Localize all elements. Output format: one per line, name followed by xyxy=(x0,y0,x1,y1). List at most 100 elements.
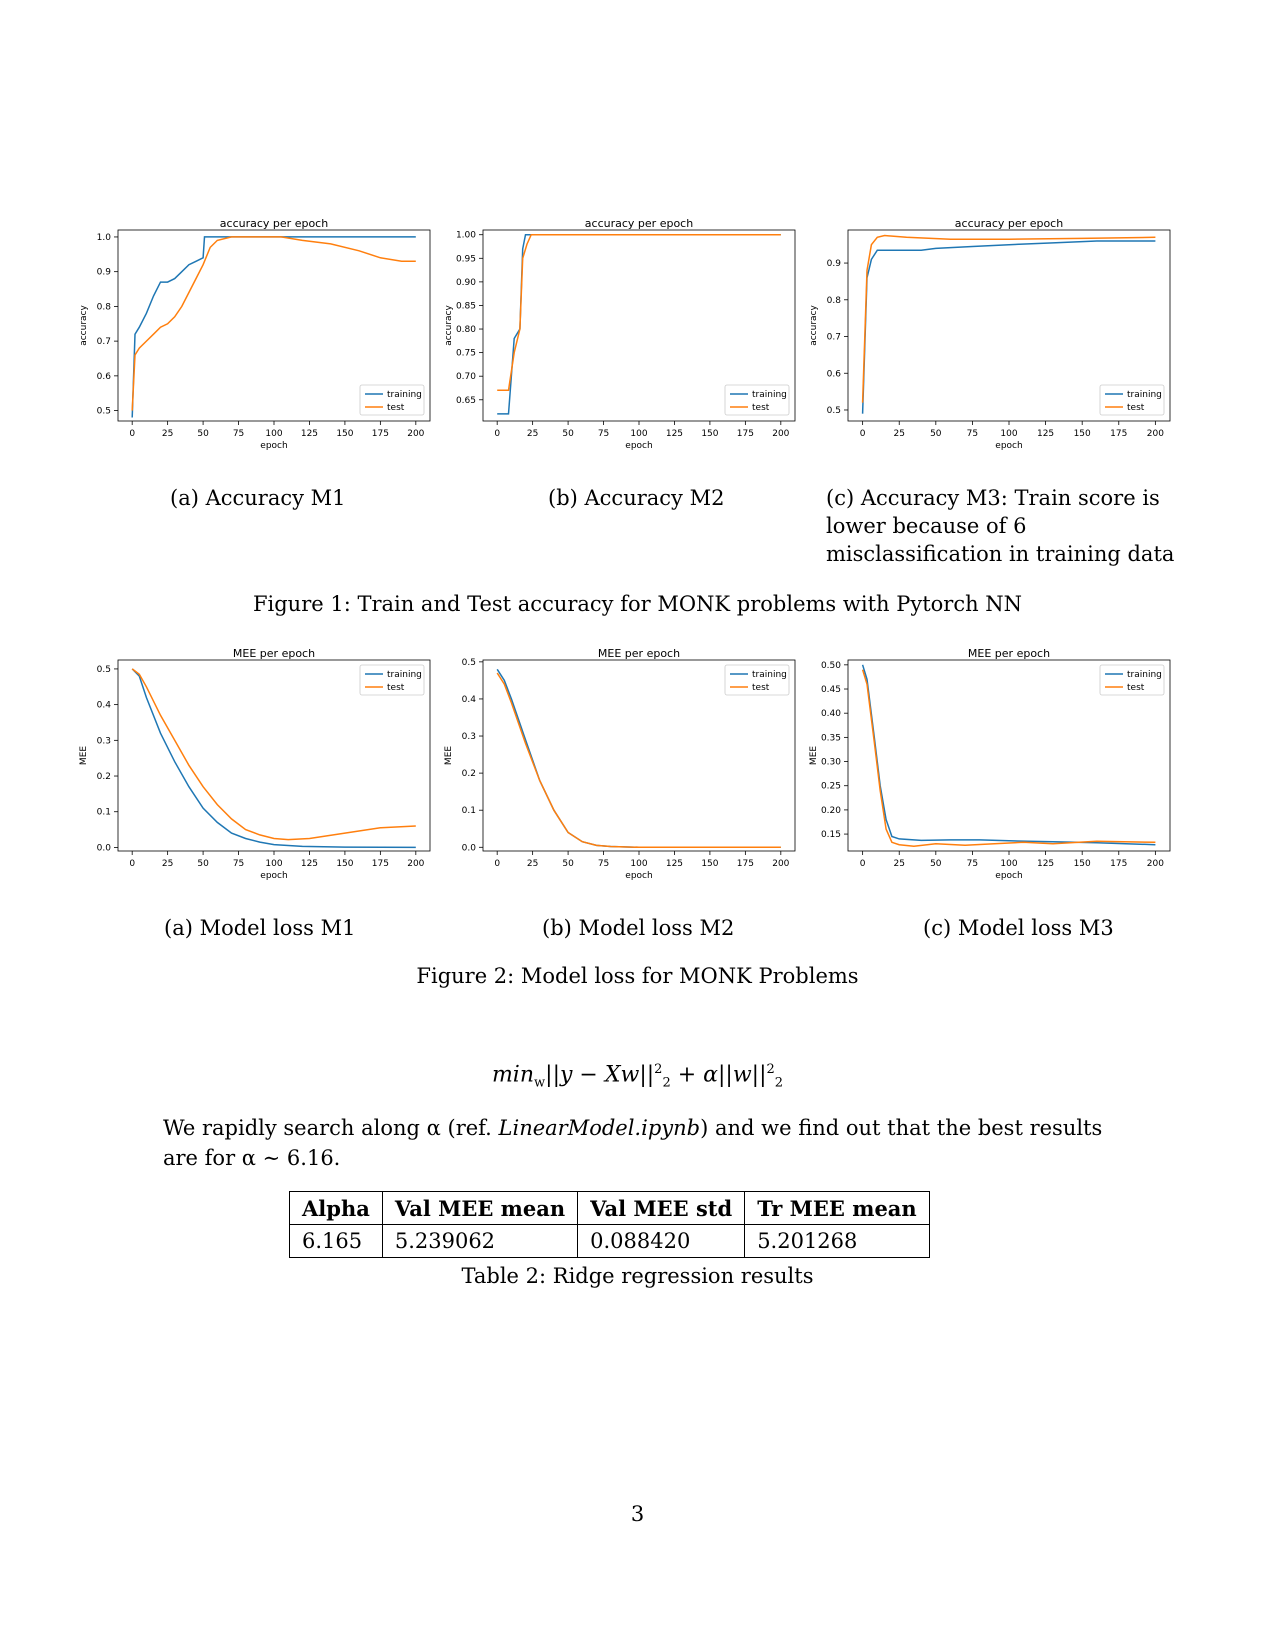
table-header-cell: Val MEE mean xyxy=(381,1191,579,1225)
x-tick-label: 0 xyxy=(129,429,135,439)
legend-label: test xyxy=(752,683,770,693)
x-axis-label: epoch xyxy=(260,441,287,451)
x-tick-label: 150 xyxy=(336,429,353,439)
y-tick-label: 0.40 xyxy=(821,709,841,719)
table-header-cell: Tr MEE mean xyxy=(744,1191,930,1225)
subcaption-accuracy-m1: (a) Accuracy M1 xyxy=(170,486,346,510)
x-tick-label: 50 xyxy=(562,859,574,869)
series-line-test xyxy=(496,672,781,849)
x-tick-label: 150 xyxy=(336,859,353,869)
x-axis-label: epoch xyxy=(995,871,1022,881)
table-header-cell: Val MEE std xyxy=(577,1191,746,1225)
x-tick-label: 25 xyxy=(162,859,173,869)
series-line-test xyxy=(131,668,416,841)
y-tick-label: 0.80 xyxy=(456,325,476,335)
chart-title: accuracy per epoch xyxy=(585,217,693,230)
legend-label: test xyxy=(387,683,405,693)
x-tick-label: 200 xyxy=(407,859,424,869)
y-tick-label: 1.0 xyxy=(97,233,112,243)
x-tick-label: 0 xyxy=(860,429,866,439)
x-tick-label: 50 xyxy=(562,429,574,439)
x-tick-label: 75 xyxy=(233,429,244,439)
y-tick-label: 0.5 xyxy=(827,406,841,416)
y-tick-label: 0.45 xyxy=(821,685,841,695)
subcaption-loss-m3: (c) Model loss M3 xyxy=(923,916,1114,940)
x-tick-label: 125 xyxy=(1037,429,1054,439)
y-tick-label: 0.0 xyxy=(462,843,477,853)
y-tick-label: 0.35 xyxy=(821,733,841,743)
chart-title: MEE per epoch xyxy=(233,647,315,660)
subcaption-accuracy-m3: (c) Accuracy M3: Train score is lower be… xyxy=(826,486,1175,566)
x-tick-label: 100 xyxy=(1000,429,1017,439)
y-tick-label: 0.6 xyxy=(97,372,112,382)
x-tick-label: 100 xyxy=(265,859,282,869)
chart-title: accuracy per epoch xyxy=(220,217,328,230)
y-tick-label: 0.9 xyxy=(97,268,112,278)
x-tick-label: 100 xyxy=(630,859,647,869)
series-line-training xyxy=(496,668,781,849)
y-tick-label: 0.1 xyxy=(462,806,476,816)
chart-title: accuracy per epoch xyxy=(955,217,1063,230)
series-line-training xyxy=(861,240,1156,414)
legend-label: training xyxy=(387,390,422,400)
y-tick-label: 0.1 xyxy=(97,808,111,818)
x-tick-label: 200 xyxy=(1147,859,1164,869)
x-tick-label: 25 xyxy=(894,859,905,869)
legend-label: training xyxy=(752,390,787,400)
chart-accuracy-m3: accuracy per epoch 0 25 50 75 100 125 150 175 200… xyxy=(808,217,1178,477)
y-axis-label: accuracy xyxy=(809,305,819,346)
series-line-test xyxy=(861,234,1156,403)
subcaption-accuracy-m2: (b) Accuracy M2 xyxy=(548,486,725,510)
x-axis-label: epoch xyxy=(260,871,287,881)
table-header-row: Alpha Val MEE mean Val MEE std Tr MEE me… xyxy=(289,1191,930,1225)
x-tick-label: 125 xyxy=(666,429,683,439)
y-tick-label: 1.00 xyxy=(456,231,476,241)
legend-label: training xyxy=(752,670,787,680)
table-row: 6.165 5.239062 0.088420 5.201268 xyxy=(289,1224,930,1258)
subcaption-loss-m2: (b) Model loss M2 xyxy=(542,916,735,940)
x-tick-label: 100 xyxy=(1000,859,1017,869)
x-tick-label: 50 xyxy=(197,859,209,869)
series-line-training xyxy=(131,668,416,849)
y-axis-label: MEE xyxy=(809,746,819,765)
chart-mee-m2: MEE per epoch 0 25 50 75 100 125 150 175 200 0.0 0.… xyxy=(443,647,803,907)
series-line-test xyxy=(131,236,416,411)
y-tick-label: 0.9 xyxy=(827,259,842,269)
y-axis-label: accuracy xyxy=(79,305,89,346)
y-tick-label: 0.5 xyxy=(97,407,111,417)
series-line-training xyxy=(131,236,416,418)
x-tick-label: 150 xyxy=(1074,859,1091,869)
x-tick-label: 200 xyxy=(772,429,789,439)
x-tick-label: 150 xyxy=(701,429,718,439)
y-tick-label: 0.2 xyxy=(462,769,476,779)
y-axis-label: accuracy xyxy=(444,305,454,346)
chart-accuracy-m1: accuracy per epoch 0 25 50 75 100 125 150 175 200… xyxy=(78,217,438,477)
x-tick-label: 75 xyxy=(598,859,609,869)
x-tick-label: 50 xyxy=(930,429,942,439)
notebook-reference: LinearModel.ipynb xyxy=(498,1116,701,1140)
x-tick-label: 125 xyxy=(666,859,683,869)
legend-label: training xyxy=(387,670,422,680)
x-tick-label: 175 xyxy=(372,859,389,869)
x-axis-label: epoch xyxy=(625,871,652,881)
legend-label: test xyxy=(1127,403,1145,413)
y-tick-label: 0.30 xyxy=(821,758,841,768)
y-tick-label: 0.20 xyxy=(821,806,841,816)
x-tick-label: 25 xyxy=(162,429,173,439)
x-tick-label: 175 xyxy=(737,859,754,869)
ridge-results-table: Alpha Val MEE mean Val MEE std Tr MEE me… xyxy=(289,1191,930,1258)
legend-label: test xyxy=(752,403,770,413)
x-tick-label: 75 xyxy=(967,859,978,869)
x-tick-label: 175 xyxy=(737,429,754,439)
x-tick-label: 25 xyxy=(527,429,538,439)
body-paragraph: We rapidly search along α (ref. LinearMo… xyxy=(163,1116,1103,1170)
y-tick-label: 0.5 xyxy=(462,658,476,668)
x-tick-label: 150 xyxy=(701,859,718,869)
x-tick-label: 200 xyxy=(407,429,424,439)
y-tick-label: 0.2 xyxy=(97,772,111,782)
chart-mee-m1: MEE per epoch 0 25 50 75 100 125 150 175 200 0.0 0.… xyxy=(78,647,438,907)
table-cell: 0.088420 xyxy=(577,1224,746,1258)
x-tick-label: 200 xyxy=(772,859,789,869)
figure2-caption: Figure 2: Model loss for MONK Problems xyxy=(416,964,859,988)
ridge-formula: minw||y − Xw||22 + α||w||22 xyxy=(491,1062,784,1091)
